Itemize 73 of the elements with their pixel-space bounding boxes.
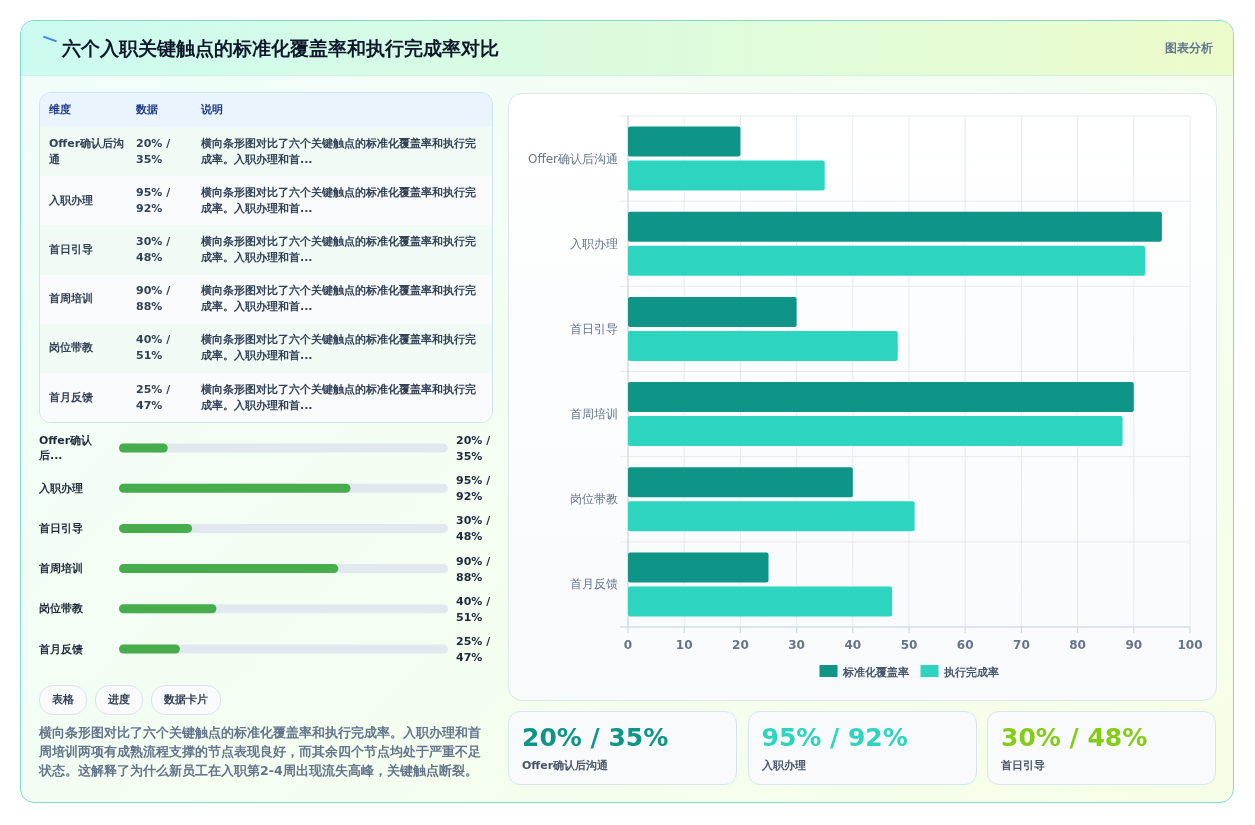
y-tick-label: 首日引导: [39, 520, 83, 536]
legend-label: 标准化覆盖率: [841, 666, 909, 679]
text: 数据卡片: [151, 685, 221, 715]
y-tick-label: 入职办理: [570, 236, 618, 251]
text: 95% / 92%: [136, 184, 172, 217]
data-label: 95% / 92%: [456, 473, 492, 506]
legend-label: 执行完成率: [942, 666, 999, 679]
bar: [628, 586, 893, 617]
text: 六个入职关键触点的标准化覆盖率和执行完成率对比: [62, 36, 499, 61]
bar: [628, 416, 1123, 447]
y-tick-label: 首月反馈: [570, 577, 618, 592]
x-tick-label: 50: [900, 638, 918, 652]
x-tick-label: 0: [623, 638, 633, 652]
text: 25% / 47%: [136, 381, 172, 414]
data-label: 20% / 35%: [456, 433, 492, 465]
y-tick-label: 入职办理: [39, 480, 83, 496]
text: 横向条形图对比了六个关键触点的标准化覆盖率和执行完成率。入职办理和首...: [201, 283, 477, 316]
text: 进度: [95, 685, 143, 715]
y-tick-label: 首周培训: [570, 407, 618, 422]
text: 图表分析: [1165, 40, 1213, 57]
x-tick-label: 70: [1013, 638, 1030, 652]
bar: [119, 644, 180, 654]
text: 横向条形图对比了六个关键触点的标准化覆盖率和执行完成率。入职办理和首...: [201, 234, 477, 266]
data-label: 25% / 47%: [456, 634, 492, 666]
bar: [628, 501, 915, 532]
x-tick-label: 10: [675, 638, 693, 652]
bar: [628, 126, 741, 157]
text: 20% / 35%: [136, 135, 172, 168]
text: 维度: [49, 102, 71, 118]
data-label: 90% / 88%: [456, 553, 492, 586]
x-tick-label: 80: [1069, 638, 1086, 652]
bar: [628, 296, 797, 327]
text: 表格: [39, 685, 87, 715]
bar: [628, 330, 898, 361]
text: 入职办理: [761, 758, 806, 773]
text: 数据: [136, 102, 158, 118]
text: 30% / 48%: [136, 234, 172, 266]
text: 20% / 35%: [522, 723, 669, 752]
text: 95% / 92%: [761, 723, 908, 752]
data-label: 30% / 48%: [456, 513, 492, 546]
text: 说明: [201, 102, 223, 118]
y-tick-label: 岗位带教: [39, 601, 83, 617]
y-tick-label: Offer确认后沟通: [527, 151, 618, 166]
x-tick-label: 30: [788, 638, 805, 652]
text: 横向条形图对比了六个关键触点的标准化覆盖率和执行完成率。入职办理和首...: [201, 135, 477, 168]
bar: [628, 552, 769, 583]
text: 横向条形图对比了六个关键触点的标准化覆盖率和执行完成率。入职办理和首...: [201, 381, 477, 414]
x-tick-label: 90: [1125, 638, 1143, 652]
text: 横向条形图对比了六个关键触点的标准化覆盖率和执行完成率。入职办理和首...: [201, 184, 477, 217]
bar: [628, 245, 1146, 276]
y-tick-label: 首周培训: [39, 561, 83, 577]
bar: [628, 211, 1162, 242]
text: 横向条形图对比了六个关键触点的标准化覆盖率和执行完成率。入职办理和首周培训两项有成熟流程支撑的节点表现良好，而其余四个节点均处于严重不足状态。这解释了为什么新员工在入职第2-4周出现流失高峰，关键触点断裂。: [39, 724, 482, 780]
bar: [628, 160, 825, 191]
y-tick-label: Offer确认后...: [39, 433, 94, 463]
data-label: 40% / 51%: [456, 593, 492, 626]
x-tick-label: 20: [732, 638, 749, 652]
text: 横向条形图对比了六个关键触点的标准化覆盖率和执行完成率。入职办理和首...: [201, 332, 477, 365]
bar: [119, 443, 168, 453]
text: 首日引导: [49, 242, 93, 258]
bar: [119, 523, 193, 533]
text: 30% / 48%: [1001, 723, 1148, 752]
text: 40% / 51%: [136, 332, 172, 365]
y-tick-label: 岗位带教: [570, 492, 618, 507]
bar: [628, 382, 1134, 413]
y-tick-label: 首日引导: [570, 321, 618, 336]
bar: [628, 467, 853, 498]
text: 90% / 88%: [136, 283, 172, 316]
text: 首日引导: [1001, 758, 1045, 773]
x-tick-label: 60: [956, 638, 974, 652]
x-tick-label: 100: [1177, 638, 1203, 652]
x-tick-label: 40: [844, 638, 862, 652]
y-tick-label: 首月反馈: [39, 641, 83, 657]
